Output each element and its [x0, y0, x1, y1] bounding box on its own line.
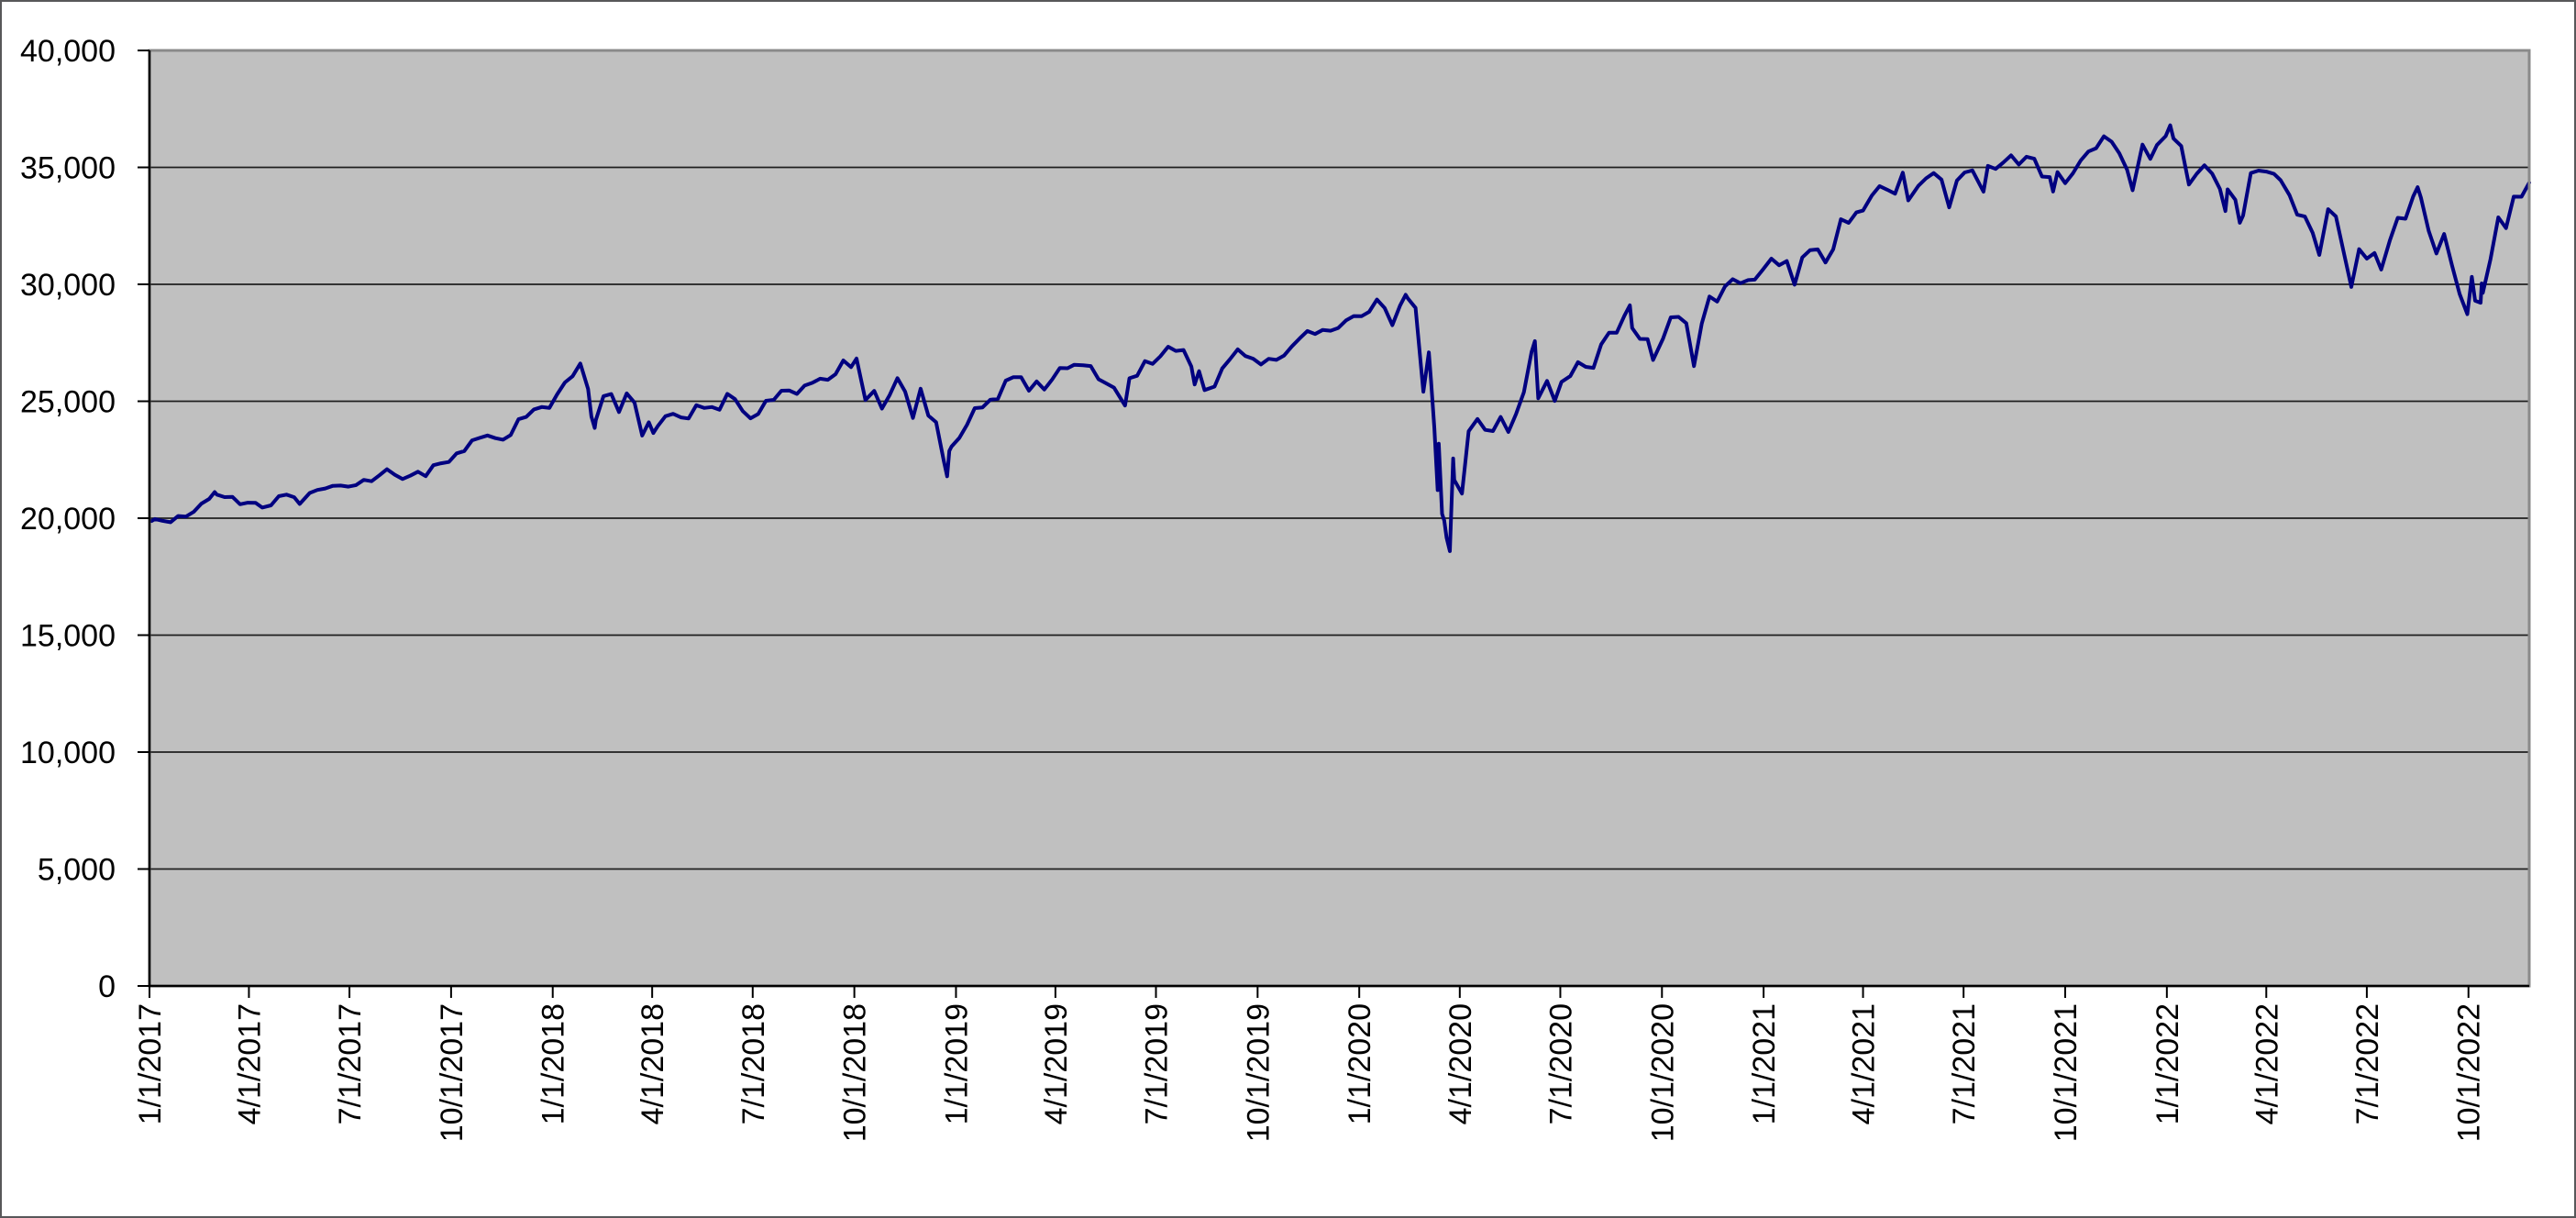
y-axis-labels: 0 5,000 10,000 15,000 20,000 25,000 30,000 35,0…: [20, 34, 116, 1004]
y-axis-label: 20,000: [20, 502, 116, 537]
y-axis-label: 40,000: [20, 34, 116, 69]
x-axis-label: 1/1/2019: [939, 1003, 974, 1124]
x-axis-label: 4/1/2018: [636, 1003, 670, 1124]
x-axis-label: 7/1/2017: [333, 1003, 368, 1124]
y-ticks: [138, 50, 149, 987]
x-axis-label: 4/1/2021: [1847, 1003, 1882, 1124]
x-axis-label: 7/1/2020: [1543, 1003, 1578, 1124]
x-axis-label: 1/1/2021: [1747, 1003, 1782, 1124]
x-axis-label: 1/1/2020: [1343, 1003, 1377, 1124]
y-axis-label: 35,000: [20, 151, 116, 186]
x-ticks: [149, 986, 2470, 998]
x-axis-label: 1/1/2017: [133, 1003, 168, 1124]
x-axis-label: 4/1/2022: [2250, 1003, 2284, 1124]
x-axis-label: 7/1/2022: [2350, 1003, 2385, 1124]
y-axis-label: 25,000: [20, 385, 116, 420]
x-axis-label: 7/1/2018: [736, 1003, 771, 1124]
gridlines: [149, 166, 2529, 870]
x-axis-label: 10/1/2021: [2049, 1003, 2084, 1142]
x-axis-labels: 1/1/2017 4/1/2017 7/1/2017 10/1/2017 1/1/201…: [133, 1003, 2487, 1142]
x-axis-label: 10/1/2017: [435, 1003, 470, 1142]
x-axis-label: 4/1/2020: [1443, 1003, 1478, 1124]
y-axis-label: 30,000: [20, 268, 116, 303]
x-axis-label: 4/1/2019: [1039, 1003, 1074, 1124]
x-axis-label: 4/1/2017: [232, 1003, 267, 1124]
y-axis-label: 5,000: [38, 853, 116, 888]
x-axis-label: 1/1/2018: [536, 1003, 571, 1124]
y-axis-label: 10,000: [20, 736, 116, 770]
x-axis-label: 10/1/2022: [2452, 1003, 2487, 1142]
price-line: [149, 123, 2531, 553]
y-axis-label: 15,000: [20, 619, 116, 654]
y-axis-label: 0: [98, 969, 116, 1004]
x-axis-label: 10/1/2019: [1241, 1003, 1276, 1142]
x-axis-label: 7/1/2021: [1947, 1003, 1982, 1124]
x-axis-label: 7/1/2019: [1140, 1003, 1175, 1124]
x-axis-label: 10/1/2020: [1645, 1003, 1680, 1142]
x-axis-label: 10/1/2018: [838, 1003, 873, 1142]
x-axis-label: 1/1/2022: [2150, 1003, 2185, 1124]
